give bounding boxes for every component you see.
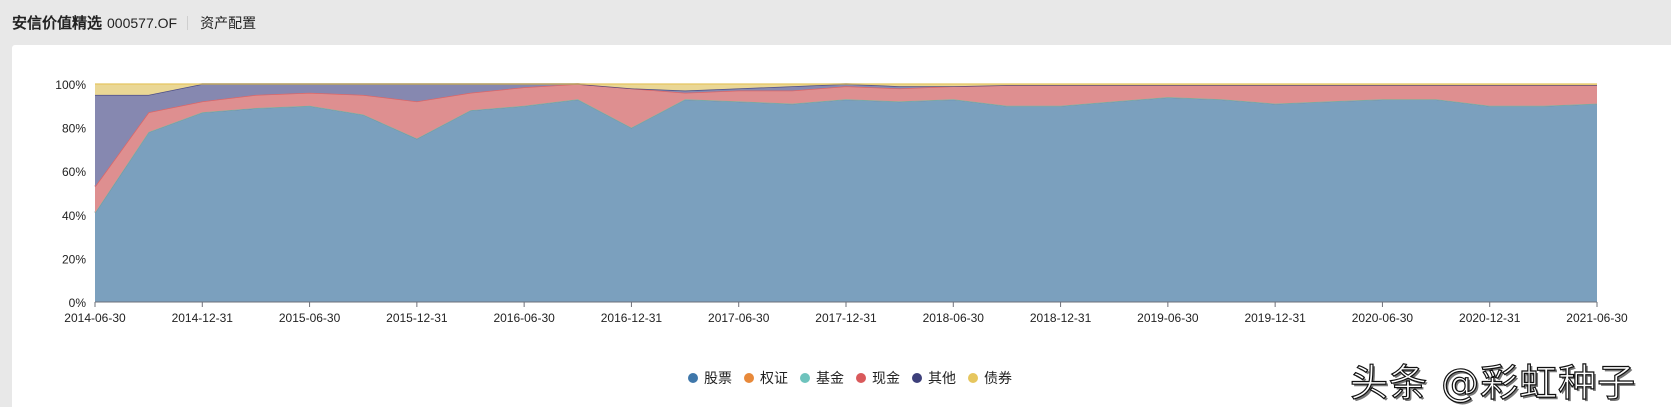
x-tick-label: 2016-12-31 [601,311,663,325]
x-tick-label: 2017-06-30 [708,311,770,325]
y-tick-label: 0% [69,296,87,310]
page-header: 安信价值精选 000577.OF 资产配置 [0,0,1671,45]
chart-legend: 股票 权证 基金 现金 其他 债券 [688,368,1024,388]
x-tick-label: 2017-12-31 [815,311,877,325]
y-tick-label: 100% [55,78,86,92]
y-tick-label: 40% [62,209,86,223]
legend-item[interactable]: 债券 [968,368,1012,388]
legend-label: 债券 [984,371,1012,387]
legend-item[interactable]: 股票 [688,368,732,388]
x-tick-label: 2020-06-30 [1352,311,1414,325]
area-债券[interactable] [95,84,1597,95]
x-tick-label: 2019-12-31 [1244,311,1306,325]
legend-label: 股票 [704,371,732,387]
area-其他[interactable] [95,84,1597,187]
legend-item[interactable]: 其他 [912,368,956,388]
legend-item[interactable]: 基金 [800,368,844,388]
x-tick-label: 2015-12-31 [386,311,448,325]
legend-label: 现金 [872,371,900,387]
legend-label: 基金 [816,371,844,387]
legend-dot-icon [800,373,810,383]
legend-dot-icon [912,373,922,383]
x-tick-label: 2014-06-30 [64,311,126,325]
y-axis: 0% 20% 40% 60% 80% 100% [55,78,86,310]
legend-dot-icon [688,373,698,383]
header-divider [187,15,189,30]
x-tick-label: 2020-12-31 [1459,311,1521,325]
legend-label: 其他 [928,371,956,387]
x-tick-label: 2014-12-31 [172,311,234,325]
legend-dot-icon [968,373,978,383]
area-股票[interactable] [95,97,1597,302]
legend-item[interactable]: 现金 [856,368,900,388]
x-axis: 2014-06-30 2014-12-31 2015-06-30 2015-12-31… [64,301,1628,325]
fund-code: 000577.OF [107,14,178,31]
section-title: 资产配置 [200,15,257,32]
legend-dot-icon [856,373,866,383]
legend-dot-icon [744,373,754,383]
fund-name: 安信价值精选 [12,14,103,32]
x-tick-label: 2018-12-31 [1030,311,1092,325]
x-tick-label: 2015-06-30 [279,311,341,325]
x-tick-label: 2016-06-30 [493,311,555,325]
chart-areas[interactable] [94,83,1598,302]
x-tick-label: 2021-06-30 [1566,311,1628,325]
x-tick-label: 2018-06-30 [923,311,985,325]
legend-label: 权证 [760,371,788,387]
y-tick-label: 60% [62,165,86,179]
watermark: 头条 @彩虹种子 [1349,360,1637,405]
y-tick-label: 80% [62,122,86,136]
x-tick-label: 2019-06-30 [1137,311,1199,325]
legend-item[interactable]: 权证 [744,368,788,388]
y-tick-label: 20% [62,252,86,266]
